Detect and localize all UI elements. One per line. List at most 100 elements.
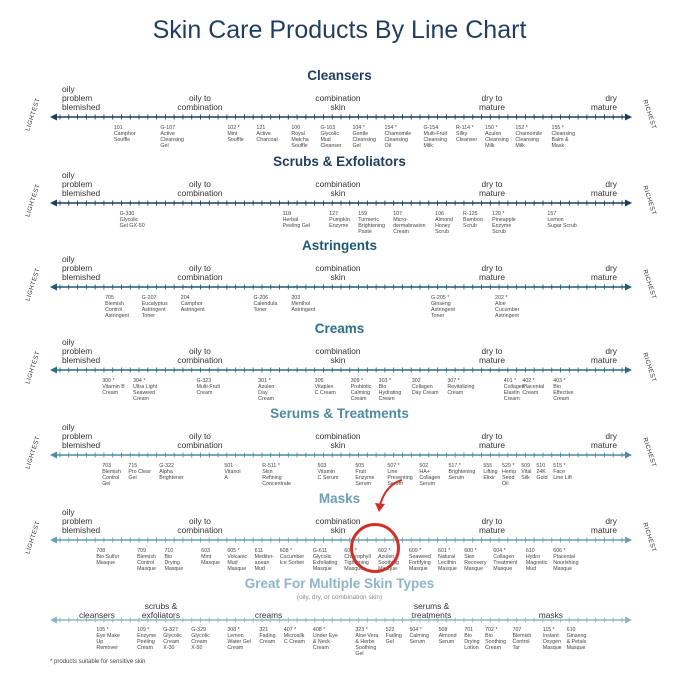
product-label: 303 * Bio Hydrating Cream: [378, 378, 402, 402]
product-label: 104 * Gentle Cleansing Gel: [352, 125, 377, 149]
section-title: Cleansers: [307, 68, 372, 83]
category-label: masks: [538, 610, 563, 620]
product-label: R-114 * Silky Cleanser: [456, 125, 478, 143]
skin-type-label: dry to mature: [478, 346, 506, 365]
product-label: 504 * Calming Serum: [409, 627, 429, 645]
axis-arrow-right-icon: [625, 536, 632, 544]
product-label: 305 Vitaplex C Cream: [314, 378, 336, 396]
skin-type-label: combination skin: [315, 516, 361, 535]
product-label: 408 * Under Eye & Neck Cream: [312, 627, 338, 651]
section-axis: [50, 113, 632, 121]
axis-arrow-left-icon: [50, 616, 57, 624]
section-title: Scrubs & Exfoliators: [273, 154, 406, 169]
product-label: 522 Fading Gel: [385, 627, 402, 645]
product-label: 604 * Collagen Treatment Masque: [493, 548, 518, 572]
skin-type-label: oily problem blemished: [62, 84, 101, 112]
product-label: G-205 * Ginseng Astringent Toner: [431, 295, 455, 319]
product-label: 101 Camphor Souffle: [113, 125, 136, 143]
product-label: 403 * Bio Effective Cream: [553, 378, 574, 402]
skin-type-label: oily to combination: [177, 93, 223, 112]
axis-arrow-right-icon: [625, 616, 632, 624]
section-axis: [50, 283, 632, 291]
product-label: 707 Blemish Control Tar: [512, 627, 532, 651]
skin-type-label: oily problem blemished: [62, 422, 101, 450]
section-axis: [50, 536, 632, 544]
axis-arrow-right-icon: [625, 113, 632, 121]
product-label: 610 Ginseng & Petals Masque: [566, 627, 587, 651]
product-label: 608 * Cucumber Ice Sorbet: [279, 548, 305, 566]
skin-type-label: dry mature: [590, 431, 617, 450]
section-subtitle: (oily, dry, or combination skin): [296, 594, 383, 601]
product-label: 715 Pro Clear Gel: [128, 463, 151, 481]
skin-type-label: dry to mature: [478, 93, 506, 112]
skin-type-label: oily to combination: [177, 263, 223, 282]
skin-type-label: oily to combination: [177, 431, 223, 450]
skin-type-label: oily problem blemished: [62, 254, 101, 282]
section-axis: [50, 451, 632, 459]
multi-axis: [50, 616, 632, 624]
product-label: 154 * Chamomile Cleansing Oil: [384, 125, 412, 149]
product-label: G-327 Glycolic Cream X-30: [163, 627, 182, 651]
product-label: 115 * Instant Oxygen Masque: [542, 627, 562, 651]
product-label: 515 * Face Line Lift: [553, 463, 572, 481]
product-label: 610 Hydro Magnetic Mud: [525, 548, 548, 572]
skin-type-label: dry mature: [590, 93, 617, 112]
product-label: 709 Blemish Control Masque: [137, 548, 156, 572]
axis-arrow-left-icon: [50, 199, 57, 207]
skin-type-label: dry mature: [590, 346, 617, 365]
category-label: scrubs & exfoliators: [141, 601, 181, 620]
product-label: 152 * Chamomile Cleansing Milk: [515, 125, 543, 149]
product-label: G-103 Glycolic Mud Cleanser: [320, 125, 342, 149]
section-title: Creams: [314, 321, 365, 336]
product-label: 304 * Ultra Light Seaweed Cream: [133, 378, 158, 402]
product-label: 603 Mint Masque: [201, 548, 220, 566]
skin-type-label: combination skin: [315, 179, 361, 198]
product-label: 502 HA+ Collagen Serum: [419, 463, 441, 487]
skin-type-label: oily problem blemished: [62, 337, 101, 365]
product-label: 100 Royal Matcha Souffle: [291, 125, 309, 149]
section-title: Masks: [318, 491, 361, 506]
product-label: 509 Vital Silk: [521, 463, 532, 481]
product-label: 407 * Microsilk C Cream: [283, 627, 305, 645]
product-label: 708 Bio Sulfur Masque: [96, 548, 120, 566]
product-label: 127 Pumpkin Enzyme: [329, 211, 350, 229]
product-label: 105 * Eye Make Up Remover: [96, 627, 120, 651]
section-title: Astringents: [301, 238, 377, 253]
product-label: 601 * Natural Lecithin Masque: [438, 548, 457, 572]
product-label: 501 Vitanol A: [224, 463, 241, 481]
product-label: G-323 Multi-Fruit Cream: [196, 378, 221, 396]
skin-type-label: dry to mature: [478, 263, 506, 282]
axis-arrow-left-icon: [50, 451, 57, 459]
skin-type-label: dry mature: [590, 516, 617, 535]
arrow-head: [375, 503, 385, 512]
skin-type-label: combination skin: [315, 431, 361, 450]
skin-type-label: dry to mature: [478, 179, 506, 198]
skin-type-label: dry to mature: [478, 431, 506, 450]
product-label: G-329 Glycolic Cream X-50: [191, 627, 210, 651]
product-label: 107 Micro- dermabrasion Cream: [393, 211, 426, 235]
product-label: 308 * Lemon Water Gel Cream: [227, 627, 251, 651]
product-label: 401 * Collagen Elastin Cream: [503, 378, 525, 402]
axis-arrow-left-icon: [50, 113, 57, 121]
product-label: 109 * Enzyme Peeling Cream: [137, 627, 157, 651]
section-axis: [50, 366, 632, 374]
footnote: * products suitable for sensitive skin: [50, 659, 146, 665]
product-label: 120 * Pineapple Enzyme Scrub: [492, 211, 516, 235]
product-label: 703 Blemish Control Gel: [102, 463, 122, 487]
highlight-circle: [350, 523, 400, 573]
product-label: G-206 Calendula Toner: [253, 295, 278, 313]
section-title-multi: Great For Multiple Skin Types: [244, 576, 435, 591]
product-label: 605 * Volcanic Mud Masque: [227, 548, 248, 572]
skin-type-label: dry mature: [590, 179, 617, 198]
product-label: 121 Active Charcoal: [256, 125, 278, 143]
axis-arrow-right-icon: [625, 451, 632, 459]
skin-type-label: combination skin: [315, 93, 361, 112]
product-label: 102 * Mint Souffle: [227, 125, 244, 143]
skin-type-label: oily to combination: [177, 179, 223, 198]
product-label: 301 * Azulen Day Cream: [258, 378, 275, 402]
skin-type-label: oily problem blemished: [62, 507, 101, 535]
product-label: 402 * Placental Cream: [522, 378, 545, 396]
section-axis: [50, 199, 632, 207]
product-label: 555 Lifting Elixir: [483, 463, 498, 481]
section-title: Serums & Treatments: [270, 406, 409, 421]
